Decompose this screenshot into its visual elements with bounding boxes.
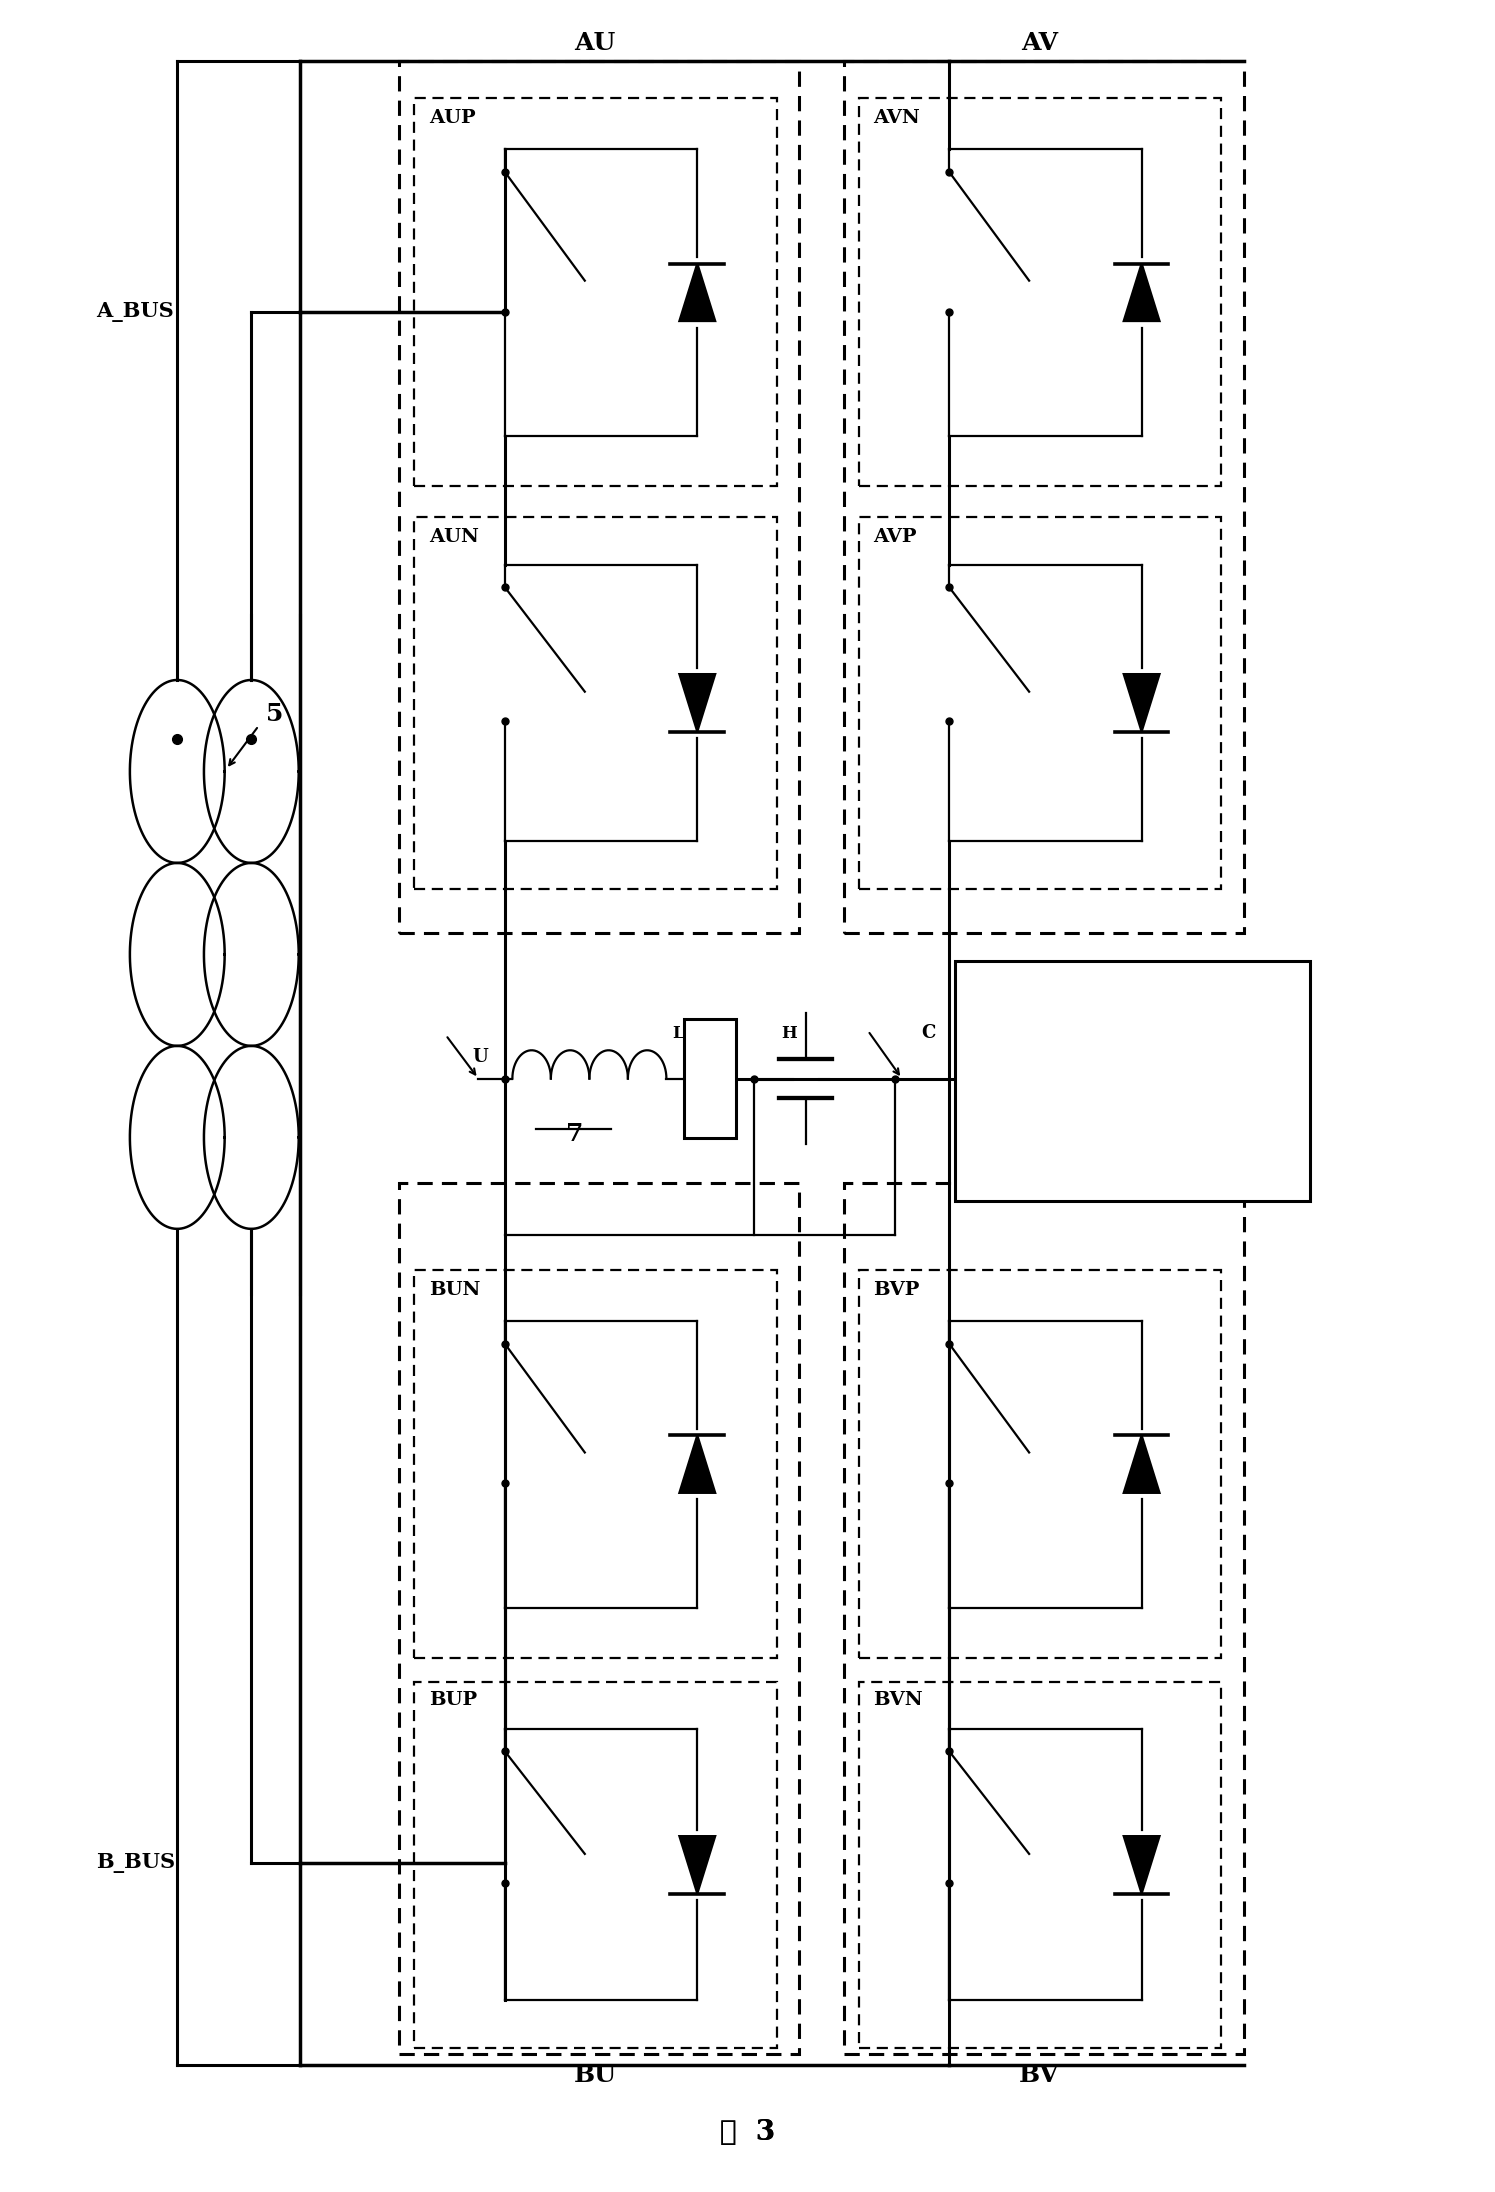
Polygon shape [679, 1837, 715, 1894]
Text: 7: 7 [565, 1122, 583, 1146]
Text: H: H [780, 1024, 797, 1041]
Polygon shape [679, 1436, 715, 1493]
Text: C: C [921, 1024, 936, 1041]
Text: BUN: BUN [429, 1280, 480, 1300]
Text: BUP: BUP [429, 1690, 477, 1708]
Bar [685, 1019, 736, 1138]
Polygon shape [1124, 1837, 1160, 1894]
Text: AUN: AUN [429, 528, 478, 546]
Text: OUTPUT: OUTPUT [1205, 1171, 1293, 1188]
Text: AU: AU [574, 31, 616, 55]
Text: BV: BV [1020, 2063, 1060, 2087]
Polygon shape [1124, 1436, 1160, 1493]
Text: 图  3: 图 3 [721, 2120, 774, 2146]
Text: BVN: BVN [873, 1690, 922, 1708]
Polygon shape [1124, 263, 1160, 320]
Text: AVN: AVN [873, 110, 919, 127]
Text: 5: 5 [266, 701, 284, 726]
Text: A_BUS: A_BUS [96, 302, 173, 322]
Text: B_BUS: B_BUS [96, 1852, 175, 1872]
Polygon shape [1124, 675, 1160, 732]
Bar [955, 960, 1310, 1201]
Text: AUP: AUP [429, 110, 475, 127]
Text: ~V: ~V [1038, 1048, 1066, 1065]
Polygon shape [679, 263, 715, 320]
Text: 图  3: 图 3 [721, 2120, 774, 2146]
Text: AVP: AVP [873, 528, 916, 546]
Text: U: U [472, 1048, 489, 1065]
Text: L: L [673, 1024, 683, 1041]
Text: BVP: BVP [873, 1280, 919, 1300]
Text: AV: AV [1021, 31, 1058, 55]
Polygon shape [679, 675, 715, 732]
Text: BU: BU [574, 2063, 616, 2087]
